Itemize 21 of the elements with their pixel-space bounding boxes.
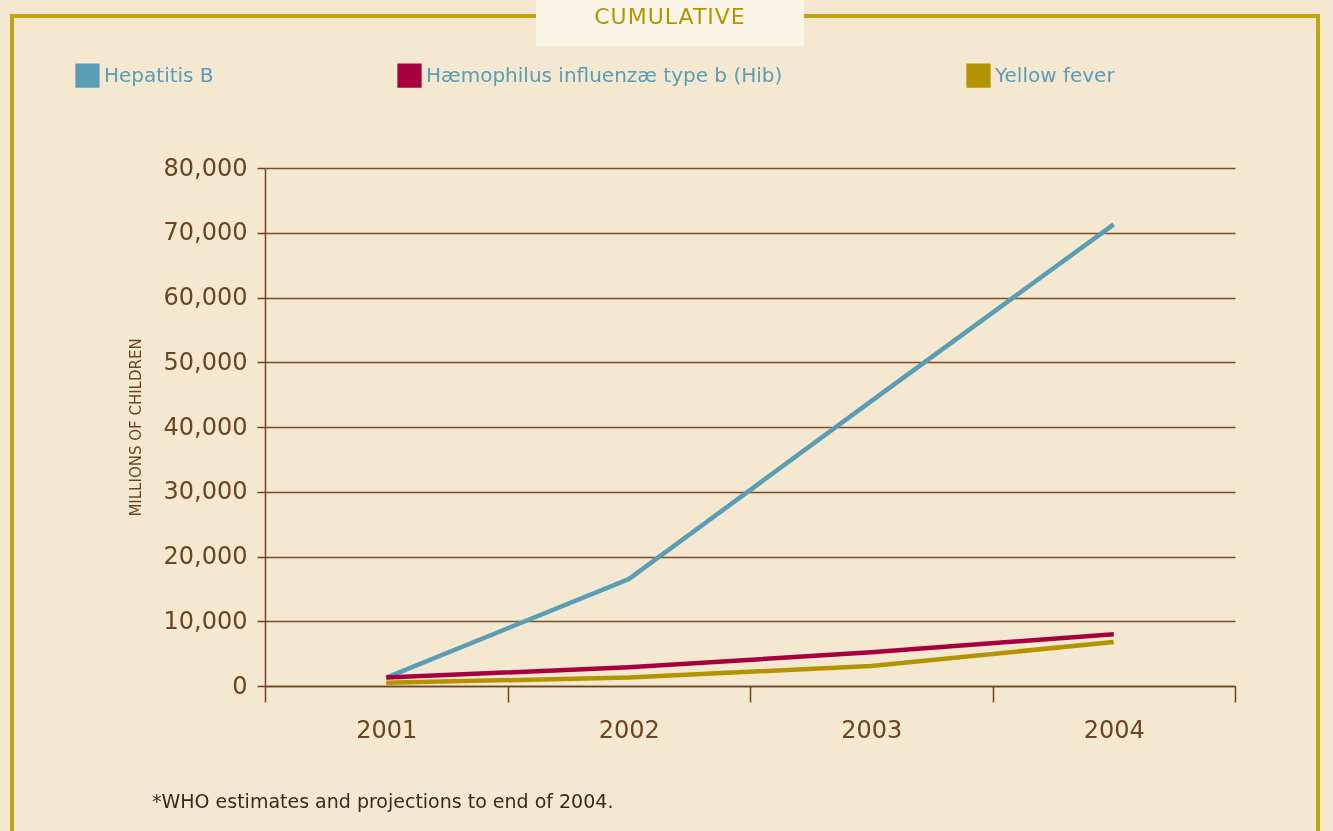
- x-tick-label: 2001: [356, 715, 418, 744]
- chart-title: CUMULATIVE: [536, 0, 804, 46]
- line-series: [384, 631, 1116, 680]
- y-tick-label: 50,000: [163, 347, 248, 376]
- x-tick-label: 2004: [1083, 715, 1145, 744]
- legend-label: Hepatitis B: [104, 62, 214, 87]
- text: *WHO estimates and projections to end of 2004.: [152, 790, 614, 812]
- y-tick-label: 80,000: [163, 153, 248, 182]
- y-tick-label: 70,000: [163, 218, 248, 247]
- legend-label: Yellow fever: [994, 62, 1116, 87]
- line-series: [384, 639, 1116, 686]
- y-tick-label: 0: [232, 671, 248, 700]
- legend-label: Hæmophilus influenzæ type b (Hib): [426, 62, 783, 87]
- y-axis-title: MILLIONS OF CHILDREN: [126, 338, 145, 517]
- x-tick-label: 2002: [598, 715, 660, 744]
- y-tick-label: 20,000: [163, 542, 248, 570]
- y-tick-label: 10,000: [163, 606, 248, 635]
- x-tick-label: 2003: [841, 715, 903, 744]
- y-tick-label: 30,000: [163, 477, 248, 506]
- y-tick-label: 40,000: [163, 412, 248, 441]
- y-tick-label: 60,000: [163, 283, 248, 311]
